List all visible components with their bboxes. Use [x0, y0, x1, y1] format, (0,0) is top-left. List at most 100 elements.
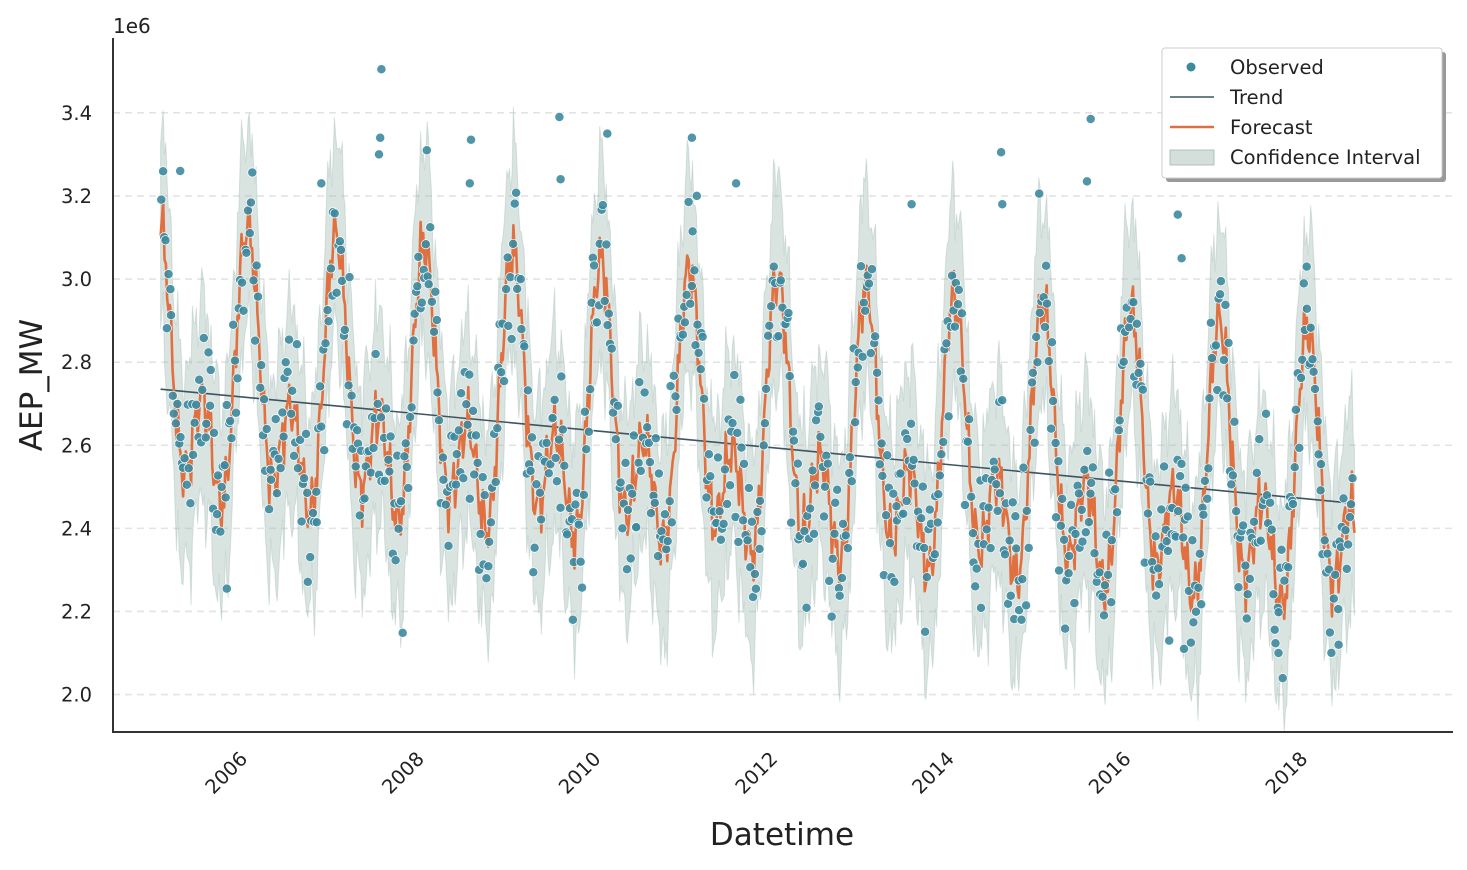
observed-point [161, 323, 172, 334]
observed-point [197, 384, 208, 395]
observed-point [666, 517, 677, 528]
observed-point [438, 452, 448, 463]
observed-point [872, 367, 883, 378]
observed-point [1290, 404, 1301, 415]
observed-point [266, 474, 276, 485]
observed-point [385, 431, 396, 442]
observed-point [1046, 423, 1057, 434]
observed-point [555, 174, 566, 185]
observed-point [801, 602, 812, 613]
observed-point [320, 338, 331, 349]
observed-point [326, 263, 336, 274]
observed-point [280, 357, 291, 368]
legend-observed-marker [1186, 62, 1196, 72]
observed-point [397, 627, 408, 638]
observed-point [1312, 416, 1323, 427]
observed-point [1031, 331, 1042, 342]
observed-point [403, 483, 414, 493]
observed-point [1182, 511, 1193, 522]
observed-point [656, 526, 667, 537]
observed-point [1048, 396, 1059, 406]
observed-point [185, 498, 196, 509]
observed-point [339, 324, 350, 335]
observed-point [344, 272, 355, 283]
observed-point [554, 434, 564, 445]
observed-point [484, 536, 495, 547]
observed-point [1080, 527, 1091, 538]
observed-point [1086, 477, 1097, 488]
observed-point [501, 284, 512, 295]
observed-point [644, 457, 655, 468]
x-tick-label: 2010 [554, 747, 605, 798]
observed-point [238, 305, 249, 316]
observed-point [370, 349, 381, 359]
observed-point [929, 549, 940, 560]
observed-point [1043, 356, 1054, 367]
observed-point [797, 558, 808, 569]
observed-point [1000, 549, 1010, 560]
observed-point [615, 477, 626, 488]
observed-point [1223, 337, 1234, 348]
observed-point [775, 275, 786, 286]
observed-point [1241, 613, 1252, 624]
observed-point [1142, 508, 1153, 519]
observed-point [1313, 449, 1324, 460]
observed-point [1135, 358, 1146, 369]
observed-point [699, 393, 709, 404]
observed-point [247, 167, 258, 178]
observed-point [384, 466, 395, 477]
legend-ci-marker [1169, 149, 1215, 166]
observed-point [443, 540, 454, 551]
observed-point [820, 481, 830, 492]
observed-point [230, 355, 240, 366]
observed-point [837, 573, 847, 583]
observed-point [305, 552, 316, 563]
legend-trend-label: Trend [1229, 86, 1283, 109]
observed-point [815, 431, 826, 442]
observed-point [158, 166, 169, 177]
observed-point [1128, 297, 1139, 308]
observed-point [1094, 567, 1105, 578]
observed-point [968, 528, 978, 539]
observed-point [932, 517, 943, 528]
observed-point [742, 535, 753, 546]
observed-point [681, 289, 692, 300]
legend-box [1161, 47, 1443, 179]
observed-point [322, 305, 333, 316]
observed-point [477, 472, 488, 483]
observed-point [695, 364, 706, 375]
observed-point [1307, 354, 1318, 365]
observed-point [1279, 575, 1290, 586]
observed-point [850, 417, 861, 428]
observed-point [1273, 648, 1284, 658]
observed-point [365, 467, 376, 478]
observed-point [597, 200, 608, 211]
observed-point [393, 523, 404, 534]
observed-point [1040, 322, 1050, 332]
observed-point [865, 348, 876, 359]
observed-point [541, 437, 552, 448]
observed-point [842, 543, 853, 554]
observed-point [551, 476, 562, 487]
observed-point [1133, 367, 1144, 378]
observed-point [714, 506, 725, 517]
observed-point [934, 470, 945, 481]
x-axis-label: Datetime [710, 817, 854, 853]
observed-point [608, 407, 619, 418]
observed-point [578, 489, 589, 500]
observed-point [1347, 473, 1358, 484]
observed-point [1027, 367, 1038, 378]
observed-point [573, 519, 584, 530]
observed-point [1103, 569, 1113, 580]
observed-point [643, 437, 654, 448]
observed-point [1159, 461, 1170, 472]
observed-point [291, 339, 302, 350]
observed-point [1261, 408, 1271, 419]
observed-point [784, 371, 795, 382]
x-tick-label: 2018 [1261, 747, 1312, 798]
observed-point [261, 424, 272, 434]
observed-point [617, 523, 628, 534]
observed-point [1215, 276, 1226, 287]
observed-point [971, 563, 982, 574]
observed-point [1326, 647, 1337, 658]
